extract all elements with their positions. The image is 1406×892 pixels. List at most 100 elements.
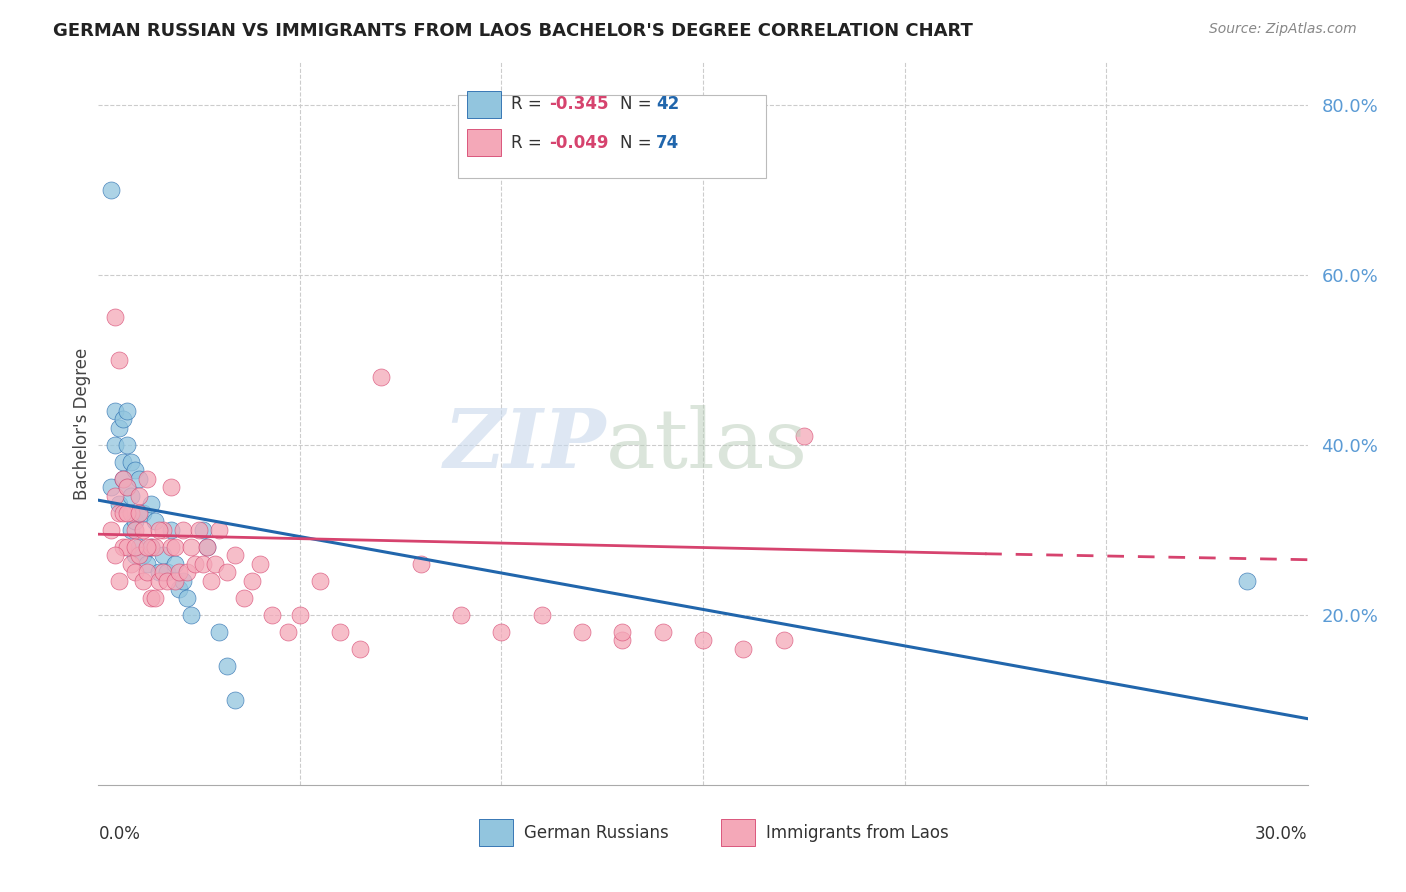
Point <box>120 557 142 571</box>
Point <box>240 574 263 588</box>
Point <box>160 523 183 537</box>
Point <box>224 549 246 563</box>
Point <box>172 574 194 588</box>
Text: German Russians: German Russians <box>524 824 669 842</box>
Point <box>143 540 166 554</box>
Point <box>124 515 146 529</box>
Point <box>111 540 134 554</box>
Point <box>100 523 122 537</box>
Point <box>180 607 202 622</box>
Point <box>115 540 138 554</box>
Point <box>115 438 138 452</box>
Point <box>107 574 129 588</box>
Point <box>120 506 142 520</box>
Bar <box>467 129 501 156</box>
Point <box>111 506 134 520</box>
Point <box>128 472 150 486</box>
Point <box>135 566 157 580</box>
Point <box>612 624 634 639</box>
Point <box>132 523 155 537</box>
Point <box>100 183 122 197</box>
Point <box>115 404 138 418</box>
Point <box>107 421 129 435</box>
Text: -0.345: -0.345 <box>550 95 609 113</box>
Point <box>111 472 134 486</box>
Point <box>152 566 174 580</box>
Point <box>135 472 157 486</box>
Point <box>772 633 794 648</box>
Point <box>135 557 157 571</box>
Point <box>107 353 129 368</box>
Point <box>103 404 125 418</box>
Point <box>571 624 593 639</box>
Point <box>124 523 146 537</box>
Point <box>163 540 186 554</box>
Point <box>128 549 150 563</box>
Point <box>450 607 472 622</box>
Point <box>208 523 231 537</box>
Point <box>132 574 155 588</box>
Point <box>232 591 254 605</box>
Point <box>124 566 146 580</box>
Point <box>172 523 194 537</box>
Point <box>277 624 299 639</box>
Text: 30.0%: 30.0% <box>1256 825 1308 843</box>
Point <box>148 523 170 537</box>
Point <box>188 523 211 537</box>
Text: R =: R = <box>510 134 547 152</box>
Point <box>152 523 174 537</box>
Point <box>260 607 283 622</box>
Point <box>176 566 198 580</box>
Point <box>120 455 142 469</box>
Y-axis label: Bachelor's Degree: Bachelor's Degree <box>73 348 91 500</box>
Point <box>249 557 271 571</box>
Point <box>148 566 170 580</box>
Point <box>204 557 226 571</box>
Bar <box>467 91 501 118</box>
Point <box>193 523 215 537</box>
Point <box>163 557 186 571</box>
Point <box>200 574 222 588</box>
Point <box>135 540 157 554</box>
Point <box>193 557 215 571</box>
Point <box>139 498 162 512</box>
Point <box>107 506 129 520</box>
Point <box>132 549 155 563</box>
Point <box>143 591 166 605</box>
Text: N =: N = <box>620 95 657 113</box>
Point <box>733 642 755 657</box>
Text: atlas: atlas <box>606 405 808 485</box>
Text: GERMAN RUSSIAN VS IMMIGRANTS FROM LAOS BACHELOR'S DEGREE CORRELATION CHART: GERMAN RUSSIAN VS IMMIGRANTS FROM LAOS B… <box>53 22 973 40</box>
Point <box>793 429 815 443</box>
Point <box>120 489 142 503</box>
Point <box>124 549 146 563</box>
Point <box>195 540 218 554</box>
Point <box>651 624 673 639</box>
Point <box>163 574 186 588</box>
Point <box>107 498 129 512</box>
Point <box>124 463 146 477</box>
Point <box>111 472 134 486</box>
Point <box>128 506 150 520</box>
Point <box>100 480 122 494</box>
Point <box>1236 574 1258 588</box>
Text: ZIP: ZIP <box>444 405 606 485</box>
Point <box>115 480 138 494</box>
Point <box>409 557 432 571</box>
Point <box>167 566 190 580</box>
Point <box>111 455 134 469</box>
Point <box>103 438 125 452</box>
Point <box>115 480 138 494</box>
Point <box>288 607 311 622</box>
Point <box>530 607 553 622</box>
Bar <box>721 819 755 847</box>
Point <box>115 506 138 520</box>
Point <box>491 624 513 639</box>
Bar <box>479 819 513 847</box>
Point <box>160 540 183 554</box>
Point <box>103 489 125 503</box>
Point <box>349 642 371 657</box>
Point <box>180 540 202 554</box>
Point <box>309 574 332 588</box>
Text: 42: 42 <box>655 95 679 113</box>
